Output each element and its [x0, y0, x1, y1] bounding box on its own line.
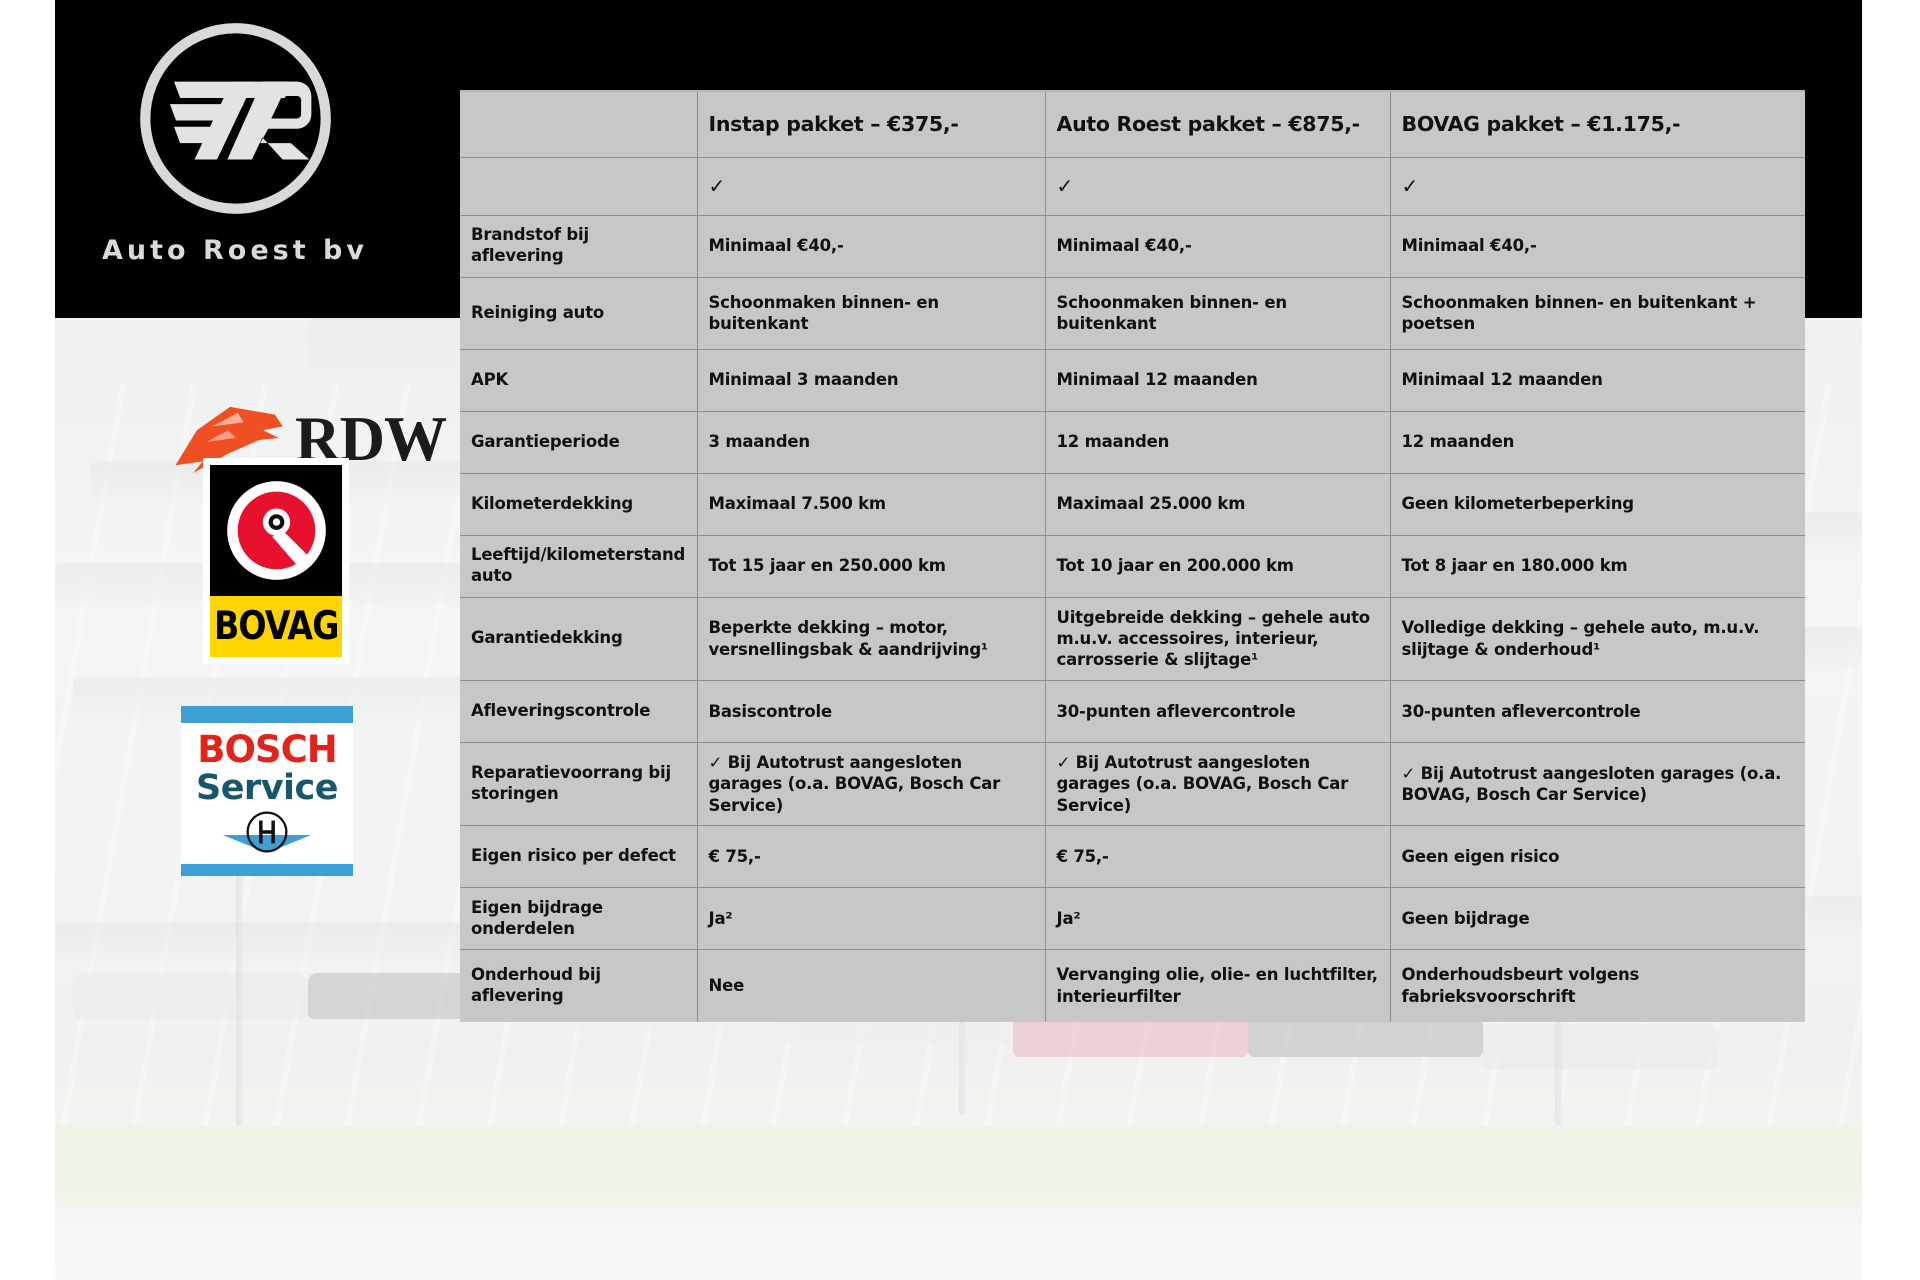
bosch-armature-icon — [245, 810, 289, 854]
table-row: Leeftijd/kilometerstand auto Tot 15 jaar … — [460, 535, 1805, 598]
cell-auto-roest: Uitgebreide dekking – gehele auto m.u.v.… — [1045, 597, 1391, 681]
table-row: Reiniging auto Schoonmaken binnen- en bui… — [460, 277, 1805, 350]
row-label: Reiniging auto — [460, 277, 698, 350]
cell-bovag: ✓ Bij Autotrust aangesloten garages (o.a… — [1390, 742, 1805, 827]
rdw-wing-icon — [175, 406, 283, 474]
row-label: Leeftijd/kilometerstand auto — [460, 535, 698, 598]
cell-bovag: Schoonmaken binnen- en buitenkant + poet… — [1390, 277, 1805, 350]
cell-bovag: Onderhoudsbeurt volgens fabrieksvoorschr… — [1390, 949, 1805, 1022]
row-label: Afleveringscontrole — [460, 680, 698, 743]
cell-instap: ✓ Bij Autotrust aangesloten garages (o.a… — [697, 742, 1046, 827]
checkmark-icon-instap: ✓ — [697, 157, 1046, 216]
bovag-wheel-icon — [224, 478, 329, 583]
table-row: Kilometerdekking Maximaal 7.500 km Maximaa… — [460, 473, 1805, 536]
checkmark-icon-auto-roest: ✓ — [1045, 157, 1391, 216]
auto-roest-monogram-icon — [133, 16, 338, 221]
cell-instap: € 75,- — [697, 825, 1046, 889]
auto-roest-logo: Auto Roest bv — [85, 16, 385, 266]
package-comparison-table: Instap pakket – €375,- Auto Roest pakket… — [460, 90, 1805, 1022]
row-label — [460, 157, 698, 216]
column-header-instap: Instap pakket – €375,- — [697, 92, 1046, 158]
cell-auto-roest: Tot 10 jaar en 200.000 km — [1045, 535, 1391, 598]
column-header-feature — [460, 92, 698, 158]
table-row: Afleveringscontrole Basiscontrole 30-punte… — [460, 680, 1805, 743]
row-label: Garantiedekking — [460, 597, 698, 681]
bosch-wordmark: BOSCH — [197, 728, 337, 771]
cell-instap: Basiscontrole — [697, 680, 1046, 743]
row-label: APK — [460, 349, 698, 412]
cell-auto-roest: Minimaal €40,- — [1045, 215, 1391, 278]
bosch-service-logo: BOSCH Service — [181, 706, 353, 876]
cell-auto-roest: Schoonmaken binnen- en buitenkant — [1045, 277, 1391, 350]
cell-instap: Nee — [697, 949, 1046, 1022]
cell-instap: Ja² — [697, 887, 1046, 951]
cell-bovag: Volledige dekking – gehele auto, m.u.v. … — [1390, 597, 1805, 681]
table-row: Reparatievoorrang bij storingen ✓ Bij Aut… — [460, 742, 1805, 827]
row-label: Kilometerdekking — [460, 473, 698, 536]
row-label: Eigen risico per defect — [460, 825, 698, 889]
rdw-logo: RDW — [173, 394, 463, 484]
row-label: Garantieperiode — [460, 411, 698, 474]
table-row: Garantieperiode 3 maanden 12 maanden 12 maa… — [460, 411, 1805, 474]
table-row: Eigen risico per defect € 75,- € 75,- Geen … — [460, 825, 1805, 889]
cell-bovag: Minimaal 12 maanden — [1390, 349, 1805, 412]
row-label: Reparatievoorrang bij storingen — [460, 742, 698, 827]
table-row: Brandstof bij aflevering Minimaal €40,- Mi… — [460, 215, 1805, 278]
table-row-checkmarks: ✓ ✓ ✓ — [460, 157, 1805, 216]
cell-bovag: 30-punten aflevercontrole — [1390, 680, 1805, 743]
cell-instap: Tot 15 jaar en 250.000 km — [697, 535, 1046, 598]
cell-bovag: Geen eigen risico — [1390, 825, 1805, 889]
cell-auto-roest: Maximaal 25.000 km — [1045, 473, 1391, 536]
cell-auto-roest: 12 maanden — [1045, 411, 1391, 474]
bovag-logo: BOVAG — [203, 458, 349, 664]
cell-instap: Schoonmaken binnen- en buitenkant — [697, 277, 1046, 350]
table-row: Onderhoud bij aflevering Nee Vervanging ol… — [460, 949, 1805, 1022]
cell-bovag: Tot 8 jaar en 180.000 km — [1390, 535, 1805, 598]
bovag-wordmark: BOVAG — [213, 603, 339, 649]
cell-auto-roest: Vervanging olie, olie- en luchtfilter, i… — [1045, 949, 1391, 1022]
column-header-auto-roest: Auto Roest pakket – €875,- — [1045, 92, 1391, 158]
table-row: Eigen bijdrage onderdelen Ja² Ja² Geen bijd… — [460, 887, 1805, 951]
table-row: APK Minimaal 3 maanden Minimaal 12 maanden… — [460, 349, 1805, 412]
row-label: Onderhoud bij aflevering — [460, 949, 698, 1022]
column-header-bovag: BOVAG pakket – €1.175,- — [1390, 92, 1805, 158]
cell-bovag: Geen kilometerbeperking — [1390, 473, 1805, 536]
cell-instap: 3 maanden — [697, 411, 1046, 474]
table-row: Garantiedekking Beperkte dekking – motor,… — [460, 597, 1805, 681]
cell-instap: Minimaal €40,- — [697, 215, 1046, 278]
cell-bovag: Geen bijdrage — [1390, 887, 1805, 951]
cell-auto-roest: ✓ Bij Autotrust aangesloten garages (o.a… — [1045, 742, 1391, 827]
content-canvas: Auto Roest bv RDW — [55, 0, 1862, 1280]
cell-auto-roest: € 75,- — [1045, 825, 1391, 889]
cell-auto-roest: Ja² — [1045, 887, 1391, 951]
cell-auto-roest: Minimaal 12 maanden — [1045, 349, 1391, 412]
table-body: ✓ ✓ ✓ Brandstof bij aflevering Minimaal €… — [460, 157, 1805, 1022]
row-label: Brandstof bij aflevering — [460, 215, 698, 278]
row-label: Eigen bijdrage onderdelen — [460, 887, 698, 951]
bovag-band: BOVAG — [210, 595, 342, 657]
bosch-white-field — [181, 723, 353, 835]
cell-instap: Minimaal 3 maanden — [697, 349, 1046, 412]
cell-bovag: Minimaal €40,- — [1390, 215, 1805, 278]
cell-bovag: 12 maanden — [1390, 411, 1805, 474]
cell-auto-roest: 30-punten aflevercontrole — [1045, 680, 1391, 743]
brand-name: Auto Roest bv — [102, 235, 368, 266]
cell-instap: Maximaal 7.500 km — [697, 473, 1046, 536]
checkmark-icon-bovag: ✓ — [1390, 157, 1805, 216]
table-header-row: Instap pakket – €375,- Auto Roest pakket… — [460, 92, 1805, 158]
bosch-service-text: Service — [195, 768, 339, 808]
cell-instap: Beperkte dekking – motor, versnellingsba… — [697, 597, 1046, 681]
bovag-emblem — [210, 465, 342, 596]
